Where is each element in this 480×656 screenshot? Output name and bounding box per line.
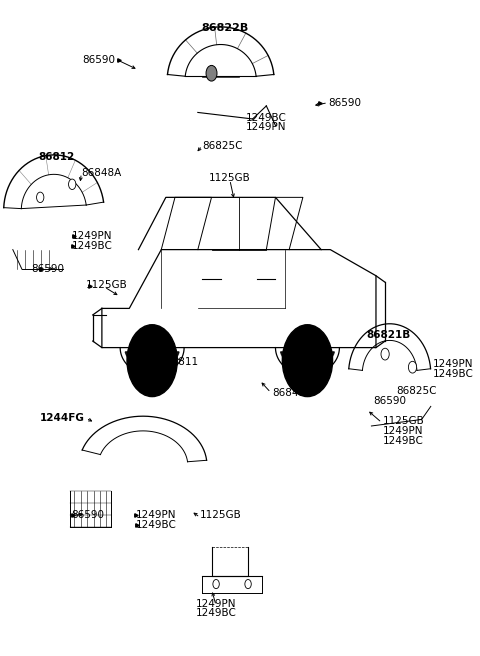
Circle shape xyxy=(36,192,44,203)
Text: 1249BC: 1249BC xyxy=(433,369,474,379)
Text: 1244FG: 1244FG xyxy=(40,413,85,423)
Text: 1249PN: 1249PN xyxy=(246,123,286,133)
Text: 86590: 86590 xyxy=(71,510,104,520)
Text: 86812: 86812 xyxy=(39,152,75,162)
Circle shape xyxy=(69,179,76,190)
Text: 1249PN: 1249PN xyxy=(72,231,113,241)
Circle shape xyxy=(381,348,389,360)
Text: 86848A: 86848A xyxy=(272,388,312,398)
Circle shape xyxy=(245,579,251,588)
Circle shape xyxy=(213,579,219,588)
Circle shape xyxy=(206,66,217,81)
Text: 86811: 86811 xyxy=(165,357,198,367)
Text: 86590: 86590 xyxy=(374,396,407,406)
Text: 86590: 86590 xyxy=(31,264,64,274)
Circle shape xyxy=(282,325,333,397)
Text: 86848A: 86848A xyxy=(81,168,121,178)
Text: 86822B: 86822B xyxy=(202,22,249,33)
Text: 86825C: 86825C xyxy=(396,386,437,396)
Text: 1125GB: 1125GB xyxy=(383,417,425,426)
Text: 86590: 86590 xyxy=(328,98,361,108)
Text: 1249BC: 1249BC xyxy=(196,609,237,619)
Circle shape xyxy=(127,325,177,397)
Text: 1249BC: 1249BC xyxy=(72,241,113,251)
Circle shape xyxy=(408,361,417,373)
Text: 1125GB: 1125GB xyxy=(209,173,251,183)
Text: 86590: 86590 xyxy=(83,55,116,65)
Text: 1125GB: 1125GB xyxy=(86,280,128,290)
Text: 1249PN: 1249PN xyxy=(136,510,177,520)
Text: 1249PN: 1249PN xyxy=(383,426,423,436)
Polygon shape xyxy=(125,352,179,369)
Text: 1249PN: 1249PN xyxy=(196,599,236,609)
Text: 1249BC: 1249BC xyxy=(136,520,177,530)
Text: 86825C: 86825C xyxy=(203,141,243,151)
Text: 1249BC: 1249BC xyxy=(383,436,424,446)
Text: 86821B: 86821B xyxy=(367,329,411,340)
Text: 1125GB: 1125GB xyxy=(200,510,242,520)
Text: 1249BC: 1249BC xyxy=(246,113,287,123)
Text: 1249PN: 1249PN xyxy=(433,359,474,369)
Polygon shape xyxy=(281,352,334,369)
